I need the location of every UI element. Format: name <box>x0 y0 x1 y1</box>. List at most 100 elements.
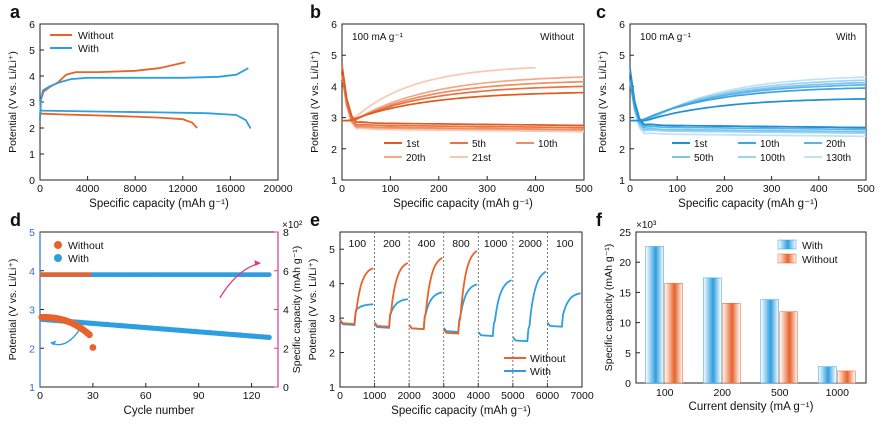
y-tick-label-a: 1 <box>29 149 35 161</box>
x-tick-label-b: 200 <box>430 183 448 195</box>
series-line-1st <box>342 91 585 122</box>
series-line-5th <box>341 74 585 129</box>
x-tick-label-c: 500 <box>857 183 875 195</box>
x-tick-label-a: 4000 <box>76 183 100 195</box>
legend-label-without: Without <box>68 240 104 252</box>
series-line-1st <box>630 98 867 122</box>
y-tick-label-d: 3 <box>29 305 35 317</box>
series-line-1st <box>341 65 584 127</box>
x-tick-label-b: 0 <box>339 183 345 195</box>
x-tick-label-d: 60 <box>140 390 152 402</box>
x-tick-label-d: 0 <box>37 390 43 402</box>
y-tick-label-d: 4 <box>29 266 35 278</box>
y-tick-label-f: 15 <box>619 287 631 299</box>
arrow-right-axis <box>219 262 261 299</box>
plot-frame-f <box>635 231 867 384</box>
x-tick-label-c: 300 <box>763 183 781 195</box>
x-tick-label-e: 5000 <box>501 390 525 402</box>
series-line-5th <box>342 85 585 122</box>
legend-label-with: With <box>78 43 99 55</box>
x-tick-label-d: 90 <box>193 390 205 402</box>
y-tick-label-e: 3 <box>329 313 335 325</box>
y-tick-label-c: 2 <box>619 144 625 156</box>
y-tick-label-a: 2 <box>29 123 35 135</box>
y-tick-label-b: 3 <box>331 113 337 125</box>
x-tick-label-e: 2000 <box>397 390 421 402</box>
y-axis-label-d: Potential (V vs. Li/Li⁺) <box>7 259 19 361</box>
x-tick-label-e: 3000 <box>432 390 456 402</box>
legend-label-without: Without <box>802 254 838 266</box>
x-tick-label-f: 200 <box>713 387 731 399</box>
plot-frame-e <box>339 231 583 388</box>
series-line-with <box>512 270 547 343</box>
annotation-rate: 100 mA g⁻¹ <box>640 32 692 43</box>
series-line-21st <box>342 66 536 122</box>
panel-letter-f: f <box>596 210 603 230</box>
y-tick-label-f: 20 <box>619 257 631 269</box>
series-line-without <box>443 250 478 335</box>
x-axis-label-e: Specific capacity (mAh g⁻¹) <box>391 405 531 417</box>
x-tick-label-f: 1000 <box>826 387 850 399</box>
x-tick-label-b: 300 <box>478 183 496 195</box>
bar-without <box>779 311 798 384</box>
y-tick-label-c: 3 <box>619 113 625 125</box>
legend-label-20th: 20th <box>406 153 425 164</box>
series-line-130th <box>629 80 866 138</box>
series-line-1st <box>629 68 867 129</box>
point-with-potential <box>266 334 272 340</box>
x-tick-label-a: 16000 <box>216 183 245 195</box>
panel-letter-b: b <box>310 2 321 22</box>
legend-label-with: With <box>68 253 89 265</box>
x-tick-label-e: 1000 <box>363 390 387 402</box>
legend-swatch-with <box>777 239 797 250</box>
legend-label-10th: 10th <box>760 139 779 150</box>
x-axis-label-b: Specific capacity (mAh g⁻¹) <box>393 198 533 210</box>
y-tick-label-b: 1 <box>331 175 337 187</box>
annotation-sample: Without <box>540 32 574 43</box>
bar-with <box>818 366 837 384</box>
x-tick-label-a: 12000 <box>168 183 197 195</box>
legend-label-21st: 21st <box>472 153 491 164</box>
x-tick-label-b: 400 <box>527 183 545 195</box>
point-without-potential <box>85 331 93 339</box>
y-tick-label-a: 5 <box>29 45 35 57</box>
y-tick-label-b: 5 <box>331 50 337 62</box>
legend-label-with: With <box>802 240 823 252</box>
series-line-21st <box>341 74 584 133</box>
y-axis-label-f: Specific capacity (mAh g⁻¹) <box>603 244 615 372</box>
point-without-capacity <box>87 272 92 277</box>
legend-swatch-without <box>777 253 797 264</box>
y-tick-label-f: 0 <box>625 378 631 390</box>
right-y-tick-label: 4 <box>283 305 289 317</box>
y-tick-label-c: 1 <box>619 175 625 187</box>
bar-with <box>703 277 722 384</box>
y-tick-label-e: 1 <box>329 382 335 394</box>
y-tick-label-d: 1 <box>29 382 35 394</box>
point-with-capacity <box>266 272 272 278</box>
x-tick-label-f: 100 <box>656 387 674 399</box>
y-axis-label-a: Potential (V vs. Li/Li⁺) <box>7 51 19 153</box>
right-axis-scale: ×10² <box>282 220 303 231</box>
arrow-head-left <box>50 340 57 346</box>
x-tick-label-f: 500 <box>771 387 789 399</box>
legend-label-100th: 100th <box>760 153 785 164</box>
series-line-without <box>408 257 443 331</box>
x-tick-label-e: 4000 <box>467 390 491 402</box>
series-line-50th <box>629 80 866 133</box>
bar-without <box>664 283 683 384</box>
panel-letter-e: e <box>310 210 320 230</box>
y-tick-label-a: 6 <box>29 19 35 31</box>
x-tick-label-c: 100 <box>668 183 686 195</box>
series-line-20th <box>342 76 585 122</box>
right-y-tick-label: 0 <box>283 382 289 394</box>
rate-label: 200 <box>383 238 401 250</box>
x-tick-label-b: 500 <box>575 183 593 195</box>
legend-label-with: With <box>530 366 551 378</box>
y-tick-label-f: 10 <box>619 318 631 330</box>
right-axis-label: Specific capacity (mAh g⁻¹) <box>291 246 303 374</box>
rate-label: 400 <box>418 238 436 250</box>
arrow-head-right <box>254 260 261 266</box>
x-axis-label-a: Specific capacity (mAh g⁻¹) <box>89 198 229 210</box>
legend-label-1st: 1st <box>694 139 708 150</box>
